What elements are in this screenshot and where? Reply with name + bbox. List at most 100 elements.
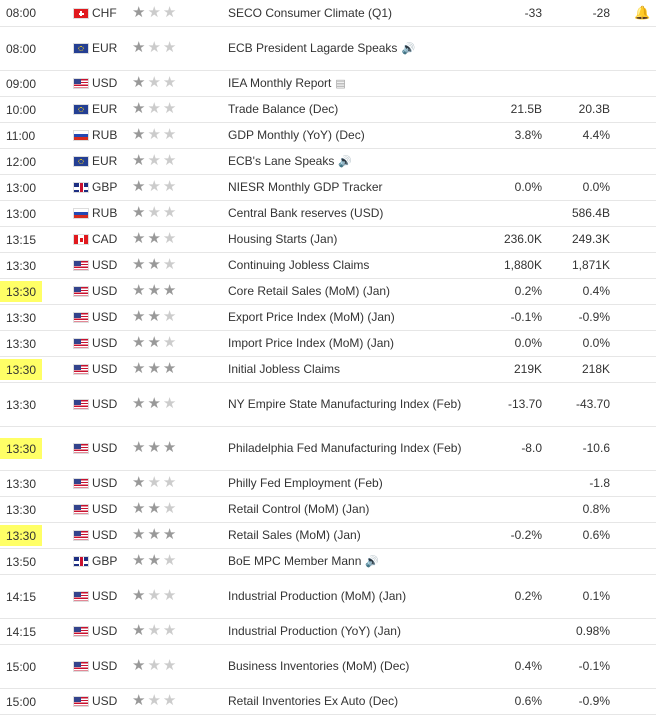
event-name-cell[interactable]: NY Empire State Manufacturing Index (Feb… bbox=[226, 382, 472, 427]
event-name-link[interactable]: Philly Fed Employment (Feb) bbox=[228, 476, 383, 490]
event-name-cell[interactable]: NIESR Monthly GDP Tracker bbox=[226, 174, 472, 201]
event-name-cell[interactable]: Industrial Production (YoY) (Jan) bbox=[226, 618, 472, 645]
calendar-row[interactable]: 12:00 EUR ★★★ ECB's Lane Speaks 🔊 bbox=[0, 148, 656, 175]
event-name-cell[interactable]: GDP Monthly (YoY) (Dec) bbox=[226, 122, 472, 149]
event-time: 13:30 bbox=[0, 426, 70, 471]
country-flag-cell bbox=[70, 522, 92, 549]
event-name-link[interactable]: Business Inventories (MoM) (Dec) bbox=[228, 659, 410, 673]
event-name-link[interactable]: Import Price Index (MoM) (Jan) bbox=[228, 336, 395, 350]
event-name-cell[interactable]: Import Price Index (MoM) (Jan) bbox=[226, 330, 472, 357]
report-icon: ▤ bbox=[335, 77, 346, 90]
calendar-row[interactable]: 15:00 USD ★★★ Business Inventories (MoM) (D… bbox=[0, 644, 656, 689]
event-name-cell[interactable]: Retail Sales (MoM) (Jan) bbox=[226, 522, 472, 549]
calendar-row[interactable]: 13:30 USD ★★★ Retail Sales (MoM) (Jan) -0.2%… bbox=[0, 522, 656, 549]
event-name-cell[interactable]: Trade Balance (Dec) bbox=[226, 96, 472, 123]
calendar-row[interactable]: 13:30 USD ★★★ Philly Fed Employment (Feb) -1… bbox=[0, 470, 656, 497]
event-time: 13:30 bbox=[0, 330, 70, 357]
currency: USD bbox=[92, 278, 132, 305]
calendar-row[interactable]: 10:00 EUR ★★★ Trade Balance (Dec) 21.5B 20.3B bbox=[0, 96, 656, 123]
event-name-link[interactable]: Retail Control (MoM) (Jan) bbox=[228, 502, 370, 516]
calendar-row[interactable]: 15:00 USD ★★★ Retail Inventories Ex Auto (D… bbox=[0, 688, 656, 715]
calendar-row[interactable]: 13:30 USD ★★★ Continuing Jobless Claims 1,88… bbox=[0, 252, 656, 279]
country-flag-cell bbox=[70, 70, 92, 97]
calendar-row[interactable]: 13:50 GBP ★★★ BoE MPC Member Mann 🔊 bbox=[0, 548, 656, 575]
event-name-link[interactable]: BoE MPC Member Mann bbox=[228, 553, 362, 568]
event-name-cell[interactable]: Export Price Index (MoM) (Jan) bbox=[226, 304, 472, 331]
calendar-row[interactable]: 13:30 USD ★★★ Export Price Index (MoM) (Jan… bbox=[0, 304, 656, 331]
event-name-cell[interactable]: Core Retail Sales (MoM) (Jan) bbox=[226, 278, 472, 305]
event-name-link[interactable]: Initial Jobless Claims bbox=[228, 362, 341, 376]
event-name-cell[interactable]: IEA Monthly Report ▤ bbox=[226, 70, 472, 97]
event-name-cell[interactable]: Industrial Production (MoM) (Jan) bbox=[226, 574, 472, 619]
forecast-value: -0.1% bbox=[542, 644, 610, 689]
calendar-row[interactable]: 11:00 RUB ★★★ GDP Monthly (YoY) (Dec) 3.8% 4.… bbox=[0, 122, 656, 149]
calendar-row[interactable]: 13:00 GBP ★★★ NIESR Monthly GDP Tracker 0.0%… bbox=[0, 174, 656, 201]
event-name-cell[interactable]: Philadelphia Fed Manufacturing Index (Fe… bbox=[226, 426, 472, 471]
event-name-link[interactable]: Industrial Production (YoY) (Jan) bbox=[228, 624, 401, 638]
alert-cell bbox=[610, 356, 656, 383]
calendar-row[interactable]: 13:30 USD ★★★ Initial Jobless Claims 219K 218… bbox=[0, 356, 656, 383]
star-icon: ★ bbox=[132, 500, 148, 517]
importance-stars: ★★★ bbox=[132, 226, 226, 253]
importance-stars: ★★★ bbox=[132, 426, 226, 471]
currency: EUR bbox=[92, 148, 132, 175]
event-time-label: 13:30 bbox=[6, 502, 37, 517]
event-name-link[interactable]: Retail Sales (MoM) (Jan) bbox=[228, 528, 361, 542]
event-name-cell[interactable]: ECB President Lagarde Speaks 🔊 bbox=[226, 26, 472, 71]
calendar-row[interactable]: 13:30 USD ★★★ Import Price Index (MoM) (Jan… bbox=[0, 330, 656, 357]
us-flag-icon bbox=[73, 661, 89, 673]
event-name-link[interactable]: IEA Monthly Report bbox=[228, 75, 332, 90]
event-name-cell[interactable]: SECO Consumer Climate (Q1) bbox=[226, 0, 472, 27]
event-name-link[interactable]: Core Retail Sales (MoM) (Jan) bbox=[228, 284, 391, 298]
calendar-row[interactable]: 14:15 USD ★★★ Industrial Production (MoM) (… bbox=[0, 574, 656, 619]
star-icon: ★ bbox=[162, 622, 179, 639]
event-name-cell[interactable]: Philly Fed Employment (Feb) bbox=[226, 470, 472, 497]
star-icon: ★ bbox=[147, 100, 163, 117]
calendar-row[interactable]: 09:00 USD ★★★ IEA Monthly Report ▤ bbox=[0, 70, 656, 97]
event-name-link[interactable]: Central Bank reserves (USD) bbox=[228, 206, 384, 220]
calendar-row[interactable]: 13:30 USD ★★★ NY Empire State Manufacturing… bbox=[0, 382, 656, 427]
event-name-link[interactable]: Export Price Index (MoM) (Jan) bbox=[228, 310, 395, 324]
calendar-row[interactable]: 13:15 CAD ★★★ Housing Starts (Jan) 236.0K 249… bbox=[0, 226, 656, 253]
event-time-label: 13:30 bbox=[6, 397, 37, 412]
star-icon: ★ bbox=[147, 126, 163, 143]
event-name-link[interactable]: Retail Inventories Ex Auto (Dec) bbox=[228, 694, 399, 708]
event-name-link[interactable]: Philadelphia Fed Manufacturing Index (Fe… bbox=[228, 441, 462, 455]
us-flag-icon bbox=[73, 286, 89, 298]
calendar-row[interactable]: 13:00 RUB ★★★ Central Bank reserves (USD) 58… bbox=[0, 200, 656, 227]
calendar-row[interactable]: 13:30 USD ★★★ Core Retail Sales (MoM) (Jan)… bbox=[0, 278, 656, 305]
event-name-link[interactable]: GDP Monthly (YoY) (Dec) bbox=[228, 128, 365, 142]
event-time-label: 13:00 bbox=[6, 206, 37, 221]
event-name-link[interactable]: SECO Consumer Climate (Q1) bbox=[228, 5, 393, 20]
event-name-cell[interactable]: Continuing Jobless Claims bbox=[226, 252, 472, 279]
event-time-label: 13:30 bbox=[0, 358, 43, 380]
event-name-link[interactable]: Trade Balance (Dec) bbox=[228, 102, 339, 116]
alert-cell bbox=[610, 304, 656, 331]
calendar-row[interactable]: 08:00 CHF ★★★ SECO Consumer Climate (Q1) -33… bbox=[0, 0, 656, 27]
calendar-row[interactable]: 08:00 EUR ★★★ ECB President Lagarde Speaks 🔊 bbox=[0, 26, 656, 71]
calendar-row[interactable]: 13:30 USD ★★★ Philadelphia Fed Manufacturin… bbox=[0, 426, 656, 471]
event-name-link[interactable]: NY Empire State Manufacturing Index (Feb… bbox=[228, 397, 462, 411]
event-time: 14:15 bbox=[0, 618, 70, 645]
calendar-row[interactable]: 14:15 USD ★★★ Industrial Production (YoY) (… bbox=[0, 618, 656, 645]
event-name-link[interactable]: ECB's Lane Speaks bbox=[228, 153, 335, 168]
event-name-cell[interactable]: Retail Control (MoM) (Jan) bbox=[226, 496, 472, 523]
event-name-cell[interactable]: Business Inventories (MoM) (Dec) bbox=[226, 644, 472, 689]
actual-value bbox=[472, 496, 542, 523]
event-name-cell[interactable]: BoE MPC Member Mann 🔊 bbox=[226, 548, 472, 575]
event-name-link[interactable]: Industrial Production (MoM) (Jan) bbox=[228, 589, 407, 603]
importance-stars: ★★★ bbox=[132, 304, 226, 331]
actual-value bbox=[472, 70, 542, 97]
bell-icon[interactable]: 🔔 bbox=[634, 4, 651, 20]
event-name-link[interactable]: NIESR Monthly GDP Tracker bbox=[228, 180, 383, 194]
event-name-cell[interactable]: Housing Starts (Jan) bbox=[226, 226, 472, 253]
calendar-row[interactable]: 13:30 USD ★★★ Retail Control (MoM) (Jan) 0.8… bbox=[0, 496, 656, 523]
event-name-link[interactable]: ECB President Lagarde Speaks bbox=[228, 40, 398, 55]
event-name-link[interactable]: Continuing Jobless Claims bbox=[228, 258, 370, 272]
event-name-cell[interactable]: Central Bank reserves (USD) bbox=[226, 200, 472, 227]
event-name-cell[interactable]: Initial Jobless Claims bbox=[226, 356, 472, 383]
currency: RUB bbox=[92, 122, 132, 149]
event-name-link[interactable]: Housing Starts (Jan) bbox=[228, 232, 338, 246]
event-name-cell[interactable]: ECB's Lane Speaks 🔊 bbox=[226, 148, 472, 175]
event-name-cell[interactable]: Retail Inventories Ex Auto (Dec) bbox=[226, 688, 472, 715]
